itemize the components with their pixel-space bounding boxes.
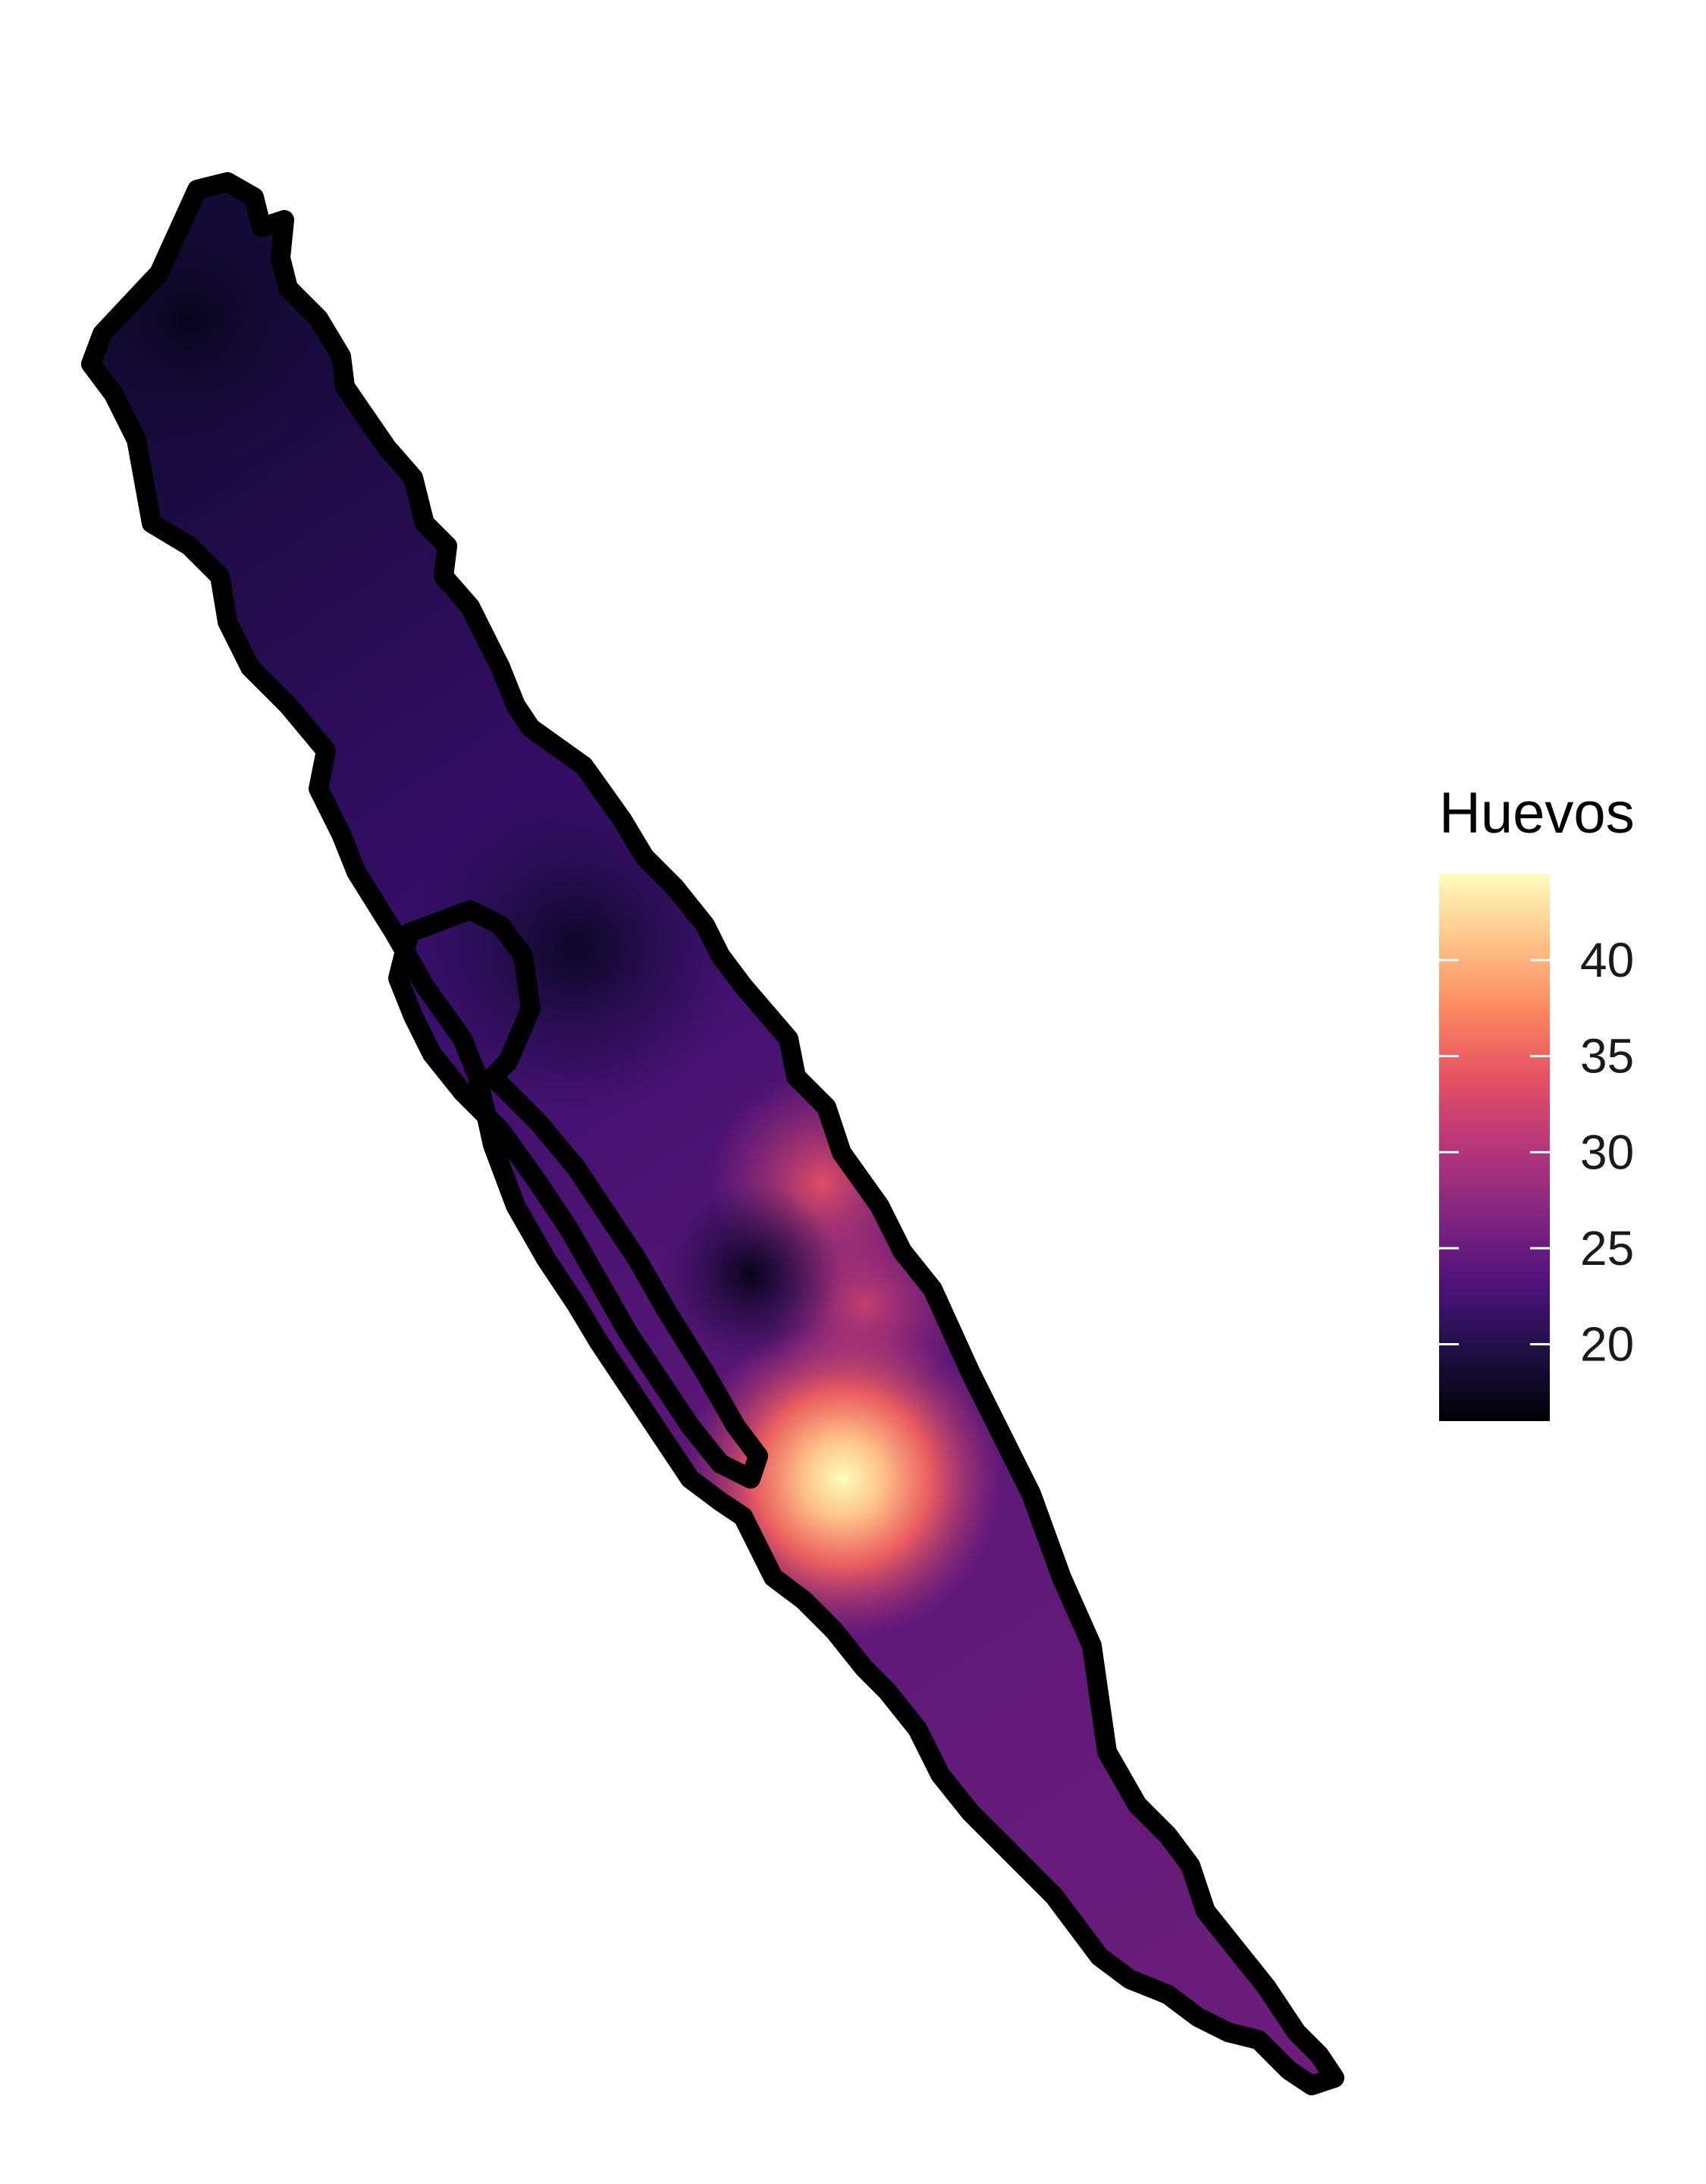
legend-title: Huevos (1439, 781, 1635, 846)
legend-tick-label: 35 (1580, 1029, 1634, 1084)
legend-tick-label: 30 (1580, 1125, 1634, 1179)
legend-tick-label: 20 (1580, 1317, 1634, 1372)
legend-ticks: 20 25 30 35 40 (1439, 933, 1634, 1372)
legend-tick-label: 40 (1580, 933, 1634, 987)
legend: Huevos 20 25 30 35 40 (1439, 781, 1635, 1421)
legend-colorbar (1439, 874, 1550, 1421)
legend-tick-label: 25 (1580, 1221, 1634, 1276)
